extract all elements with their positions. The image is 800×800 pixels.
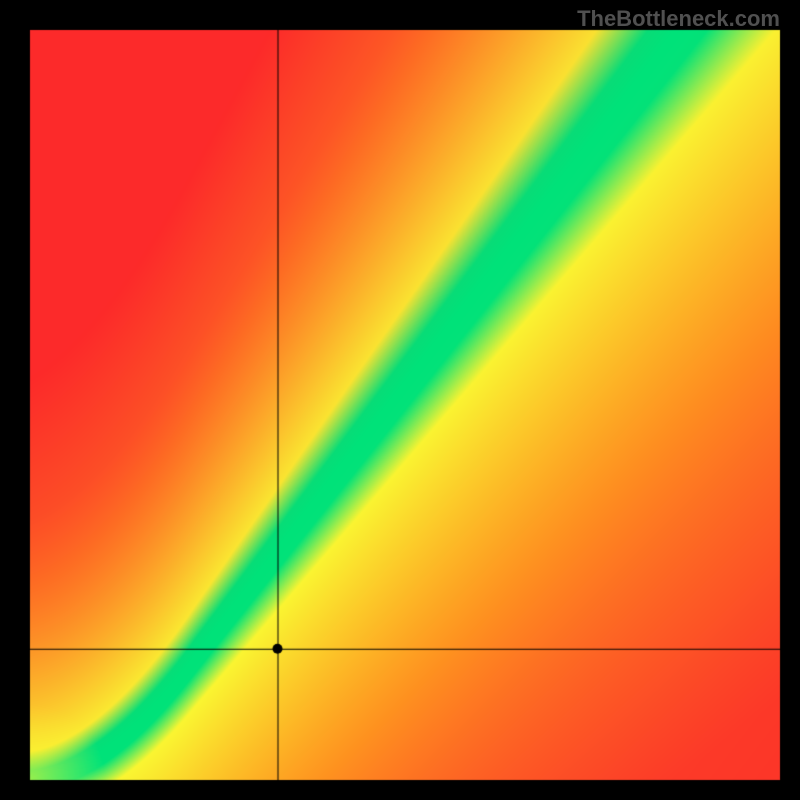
watermark-text: TheBottleneck.com bbox=[577, 6, 780, 32]
heatmap-canvas bbox=[0, 0, 800, 800]
